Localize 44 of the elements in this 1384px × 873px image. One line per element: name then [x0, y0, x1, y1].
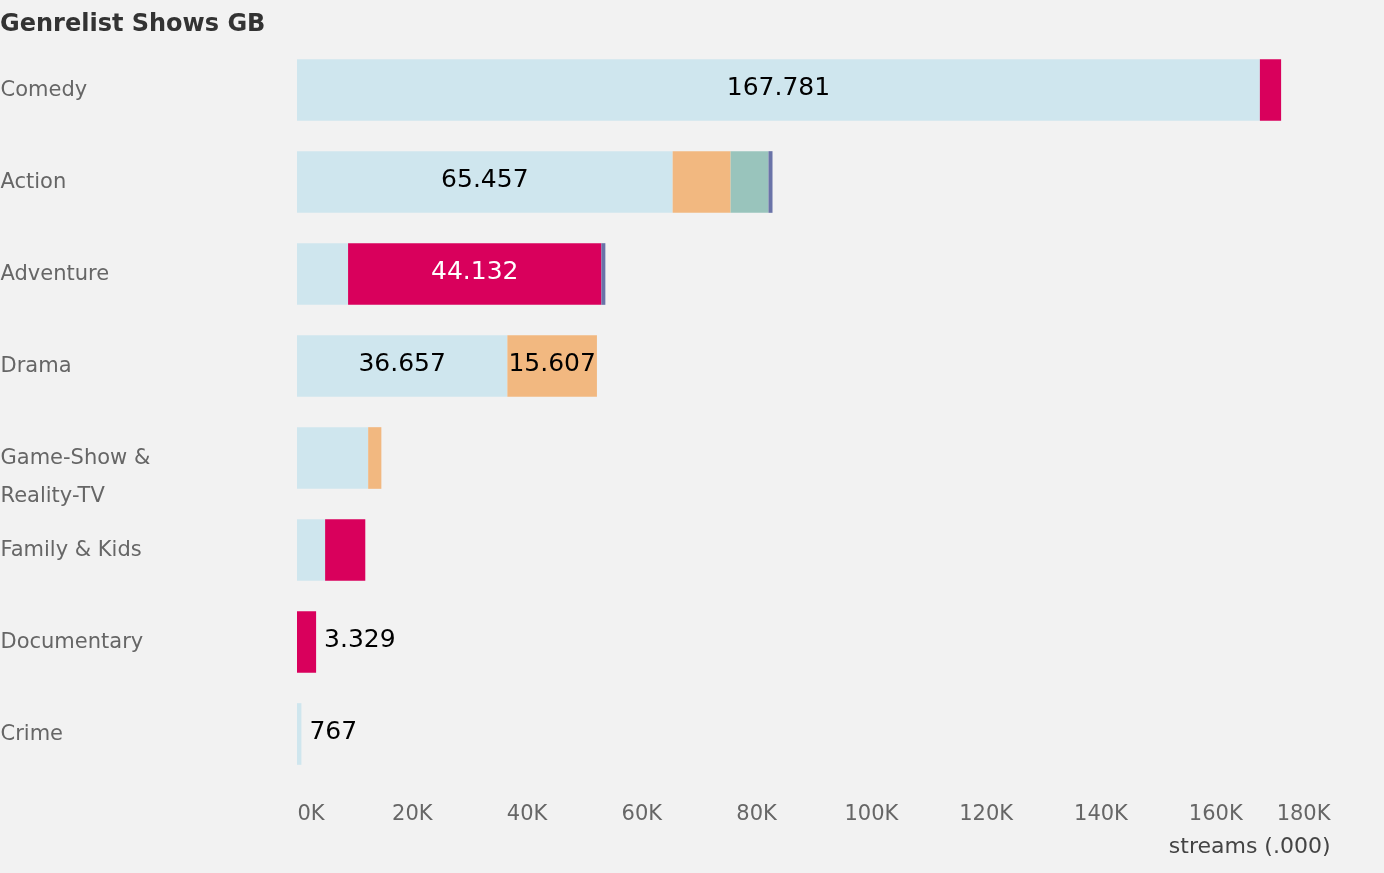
bar	[768, 151, 773, 213]
x-axis-title: streams (.000)	[1168, 832, 1331, 858]
y-tick-label: Comedy	[0, 77, 88, 101]
x-tick-label: 80K	[736, 800, 779, 825]
data-label: 167.781	[726, 72, 831, 101]
chart-title: Genrelist Shows GB	[0, 9, 266, 37]
x-tick-label: 120K	[959, 800, 1015, 825]
bar	[368, 427, 382, 489]
bar	[297, 59, 1260, 121]
y-tick-label: Documentary	[0, 629, 144, 653]
bar	[297, 243, 349, 305]
bar	[348, 243, 602, 305]
x-tick-label: 140K	[1074, 800, 1130, 825]
x-tick-label: 20K	[392, 800, 434, 825]
x-tick-label: 160K	[1188, 800, 1244, 825]
y-tick-label: Family & Kids	[0, 537, 142, 561]
bar	[325, 519, 366, 581]
x-tick-label: 0K	[297, 800, 326, 825]
data-label: 767	[309, 716, 358, 745]
y-tick-label: Crime	[0, 721, 64, 745]
bar	[297, 611, 317, 673]
data-label: 3.329	[324, 624, 396, 653]
x-tick-label: 100K	[844, 800, 900, 825]
data-label: 65.457	[441, 164, 529, 193]
x-tick-label: 60K	[621, 800, 664, 825]
x-tick-label: 180K	[1276, 800, 1332, 825]
bar	[297, 151, 673, 213]
y-tick-label: Game-Show & Reality-TV	[0, 445, 151, 507]
x-tick-label: 40K	[506, 800, 549, 825]
data-label: 44.132	[430, 256, 519, 285]
bar	[672, 151, 731, 213]
bar	[297, 427, 369, 489]
bar	[297, 335, 508, 397]
y-tick-label: Action	[0, 169, 67, 193]
bar	[507, 335, 597, 397]
bar	[297, 703, 302, 765]
y-tick-label: Drama	[0, 353, 72, 377]
bar	[1259, 59, 1282, 121]
bar	[730, 151, 769, 213]
data-label: 15.607	[508, 348, 596, 377]
data-label: 36.657	[358, 348, 446, 377]
bar	[601, 243, 606, 305]
y-tick-label: Adventure	[0, 261, 110, 285]
bar	[297, 519, 326, 581]
